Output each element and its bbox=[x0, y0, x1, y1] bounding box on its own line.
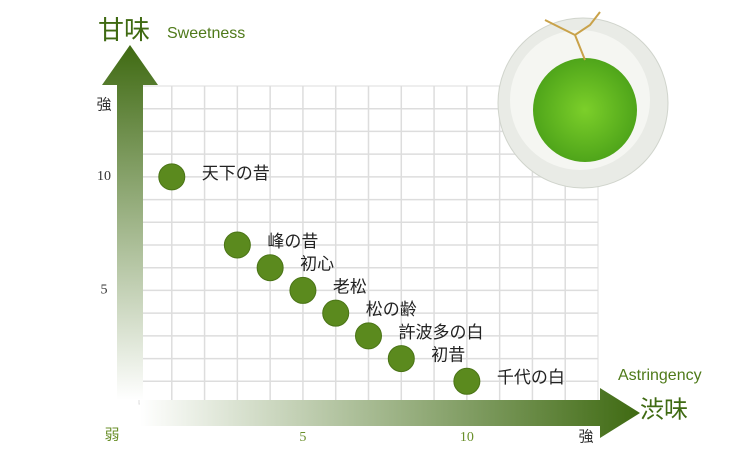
point-label: 松の齢 bbox=[366, 300, 417, 319]
x-title: 渋味 bbox=[640, 397, 688, 424]
point-label: 老松 bbox=[333, 277, 367, 296]
point-label: 初心 bbox=[300, 255, 334, 274]
point bbox=[256, 254, 284, 282]
point bbox=[223, 231, 251, 259]
x-tick-label: 10 bbox=[460, 430, 474, 445]
point bbox=[322, 299, 350, 327]
y-tick-label: 5 bbox=[101, 283, 108, 298]
x-strong-label: 強 bbox=[578, 428, 593, 445]
point-label: 千代の白 bbox=[497, 368, 565, 387]
x-axis-arrow bbox=[140, 388, 640, 438]
y-subtitle: Sweetness bbox=[167, 25, 245, 42]
y-strong-label: 強 bbox=[96, 96, 111, 113]
point bbox=[289, 276, 317, 304]
weak-label: 弱 bbox=[104, 426, 119, 443]
point-label: 峰の昔 bbox=[267, 232, 318, 251]
point-label: 天下の昔 bbox=[202, 164, 270, 183]
y-axis-arrow bbox=[102, 45, 158, 400]
x-tick-label: 5 bbox=[299, 430, 306, 445]
tea-bowl bbox=[497, 11, 669, 189]
point bbox=[158, 163, 186, 191]
point bbox=[387, 345, 415, 373]
y-tick-label: 10 bbox=[97, 169, 111, 184]
y-title: 甘味 bbox=[98, 16, 150, 45]
x-subtitle: Astringency bbox=[618, 367, 702, 384]
point bbox=[453, 367, 481, 395]
point bbox=[355, 322, 382, 350]
point-label: 許波多の白 bbox=[399, 323, 484, 342]
point-label: 初昔 bbox=[431, 345, 465, 364]
